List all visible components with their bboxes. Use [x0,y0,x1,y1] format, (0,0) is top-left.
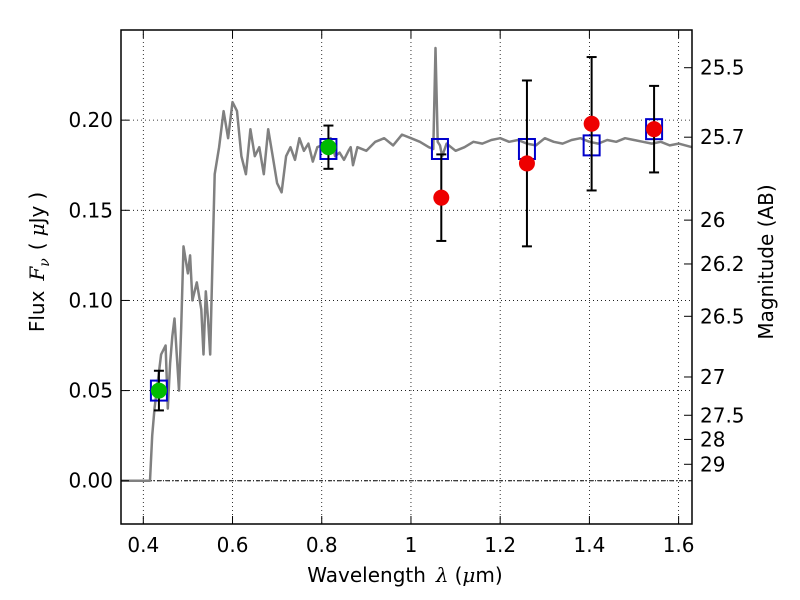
x-tick-label: 1.2 [484,533,516,557]
y-tick-label: 0.05 [68,379,113,403]
photometry-point [583,115,600,132]
photometry-point [646,121,663,138]
model-photometry-box [430,137,449,160]
ticks-layer: 0.4 0.6 0.8 1 1.2 1.4 1.6 0.00 0.05 0.10 0.15 0.20 2… [68,30,745,557]
y2-tick-label: 26.2 [700,252,745,276]
y2-tick-label: 29 [700,452,725,476]
y-tick-label: 0.00 [68,469,113,493]
plot-frame [120,29,693,525]
y2-tick-label: 28 [700,427,725,451]
x-tick-label: 1.6 [663,533,695,557]
y-tick-label: 0.15 [68,198,113,222]
x-tick-label: 1.4 [573,533,605,557]
y-tick-label: 0.10 [68,288,113,312]
x-tick-label: 0.6 [217,533,249,557]
x-tick-label: 1 [405,533,418,557]
photometry-point [150,382,167,399]
y2-tick-label: 26 [700,208,725,232]
photometry-point [433,189,450,206]
y2-tick-label: 25.5 [700,56,745,80]
y2-tick-label: 27.5 [700,403,745,427]
template-spectrum-line [121,46,693,482]
y2-tick-label: 25.7 [700,125,745,149]
photometry-point [320,139,337,156]
y-tick-label: 0.20 [68,108,113,132]
y2-axis-title: Magnitude (AB) [754,184,778,339]
y2-tick-label: 26.5 [700,304,745,328]
series-layer [121,46,693,482]
x-tick-label: 0.4 [127,533,159,557]
y-axis-title: FluxFν(μJy) [25,192,53,332]
x-axis-title: Wavelength λ (μm) [307,563,502,587]
photometry-point [518,155,535,172]
grid-lines [121,30,692,524]
x-tick-label: 0.8 [306,533,338,557]
y2-tick-label: 27 [700,365,725,389]
